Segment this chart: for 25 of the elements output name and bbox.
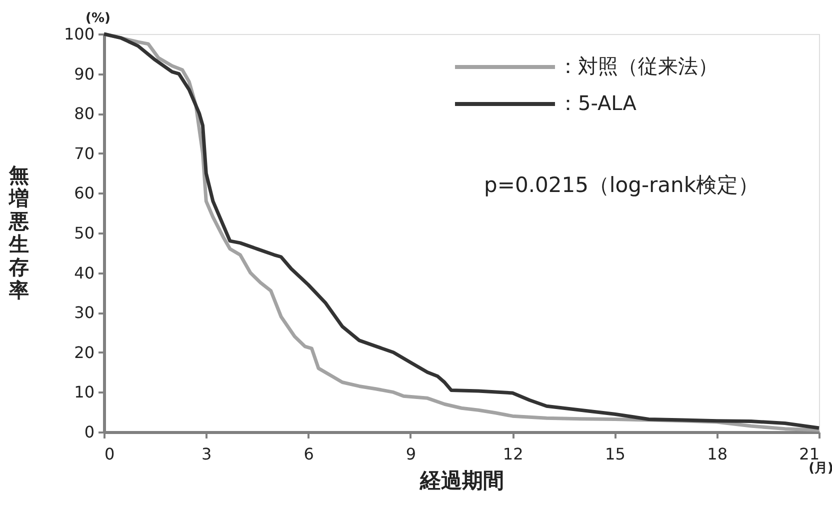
y-tick-label: 50 [74,224,94,242]
x-tick-label: 18 [707,444,728,464]
y-axis-title: 無増悪生存率 [8,163,29,302]
x-tick-label: 6 [304,444,314,464]
y-tick-label: 70 [74,144,94,163]
y-tick-label: 0 [84,422,94,442]
y-tick-label: 20 [74,342,94,362]
y-tick-label: 60 [74,184,94,203]
annotation: p=0.0215（log-rank検定） [484,173,759,197]
x-tick-label: 12 [502,444,524,464]
x-tick-label: 9 [406,444,416,464]
x-tick-label: 0 [104,444,115,464]
y-tick-label: 90 [74,64,94,84]
legend-label: ：5-ALA [558,91,637,115]
x-tick-label: 15 [605,444,626,464]
text: (%) [86,11,110,26]
y-tick-label: 40 [74,263,94,282]
y-tick-label: 10 [74,382,94,402]
y-tick-label: 30 [74,303,94,322]
legend-label: ：対照（従来法） [558,54,718,78]
y-tick-label: 100 [64,24,94,44]
text: (月) [808,461,832,476]
x-tick-label: 3 [202,444,212,464]
x-axis-title: 経過期間 [419,468,504,492]
y-tick-label: 80 [74,104,94,124]
